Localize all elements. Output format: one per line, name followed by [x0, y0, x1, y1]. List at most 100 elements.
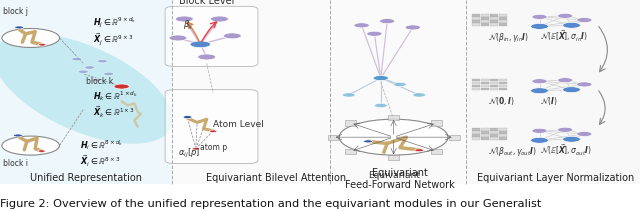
Circle shape [342, 93, 355, 97]
FancyBboxPatch shape [499, 23, 507, 26]
FancyBboxPatch shape [449, 135, 460, 140]
Circle shape [563, 136, 580, 142]
FancyBboxPatch shape [499, 131, 507, 134]
FancyBboxPatch shape [490, 79, 498, 81]
Text: $\vec{\boldsymbol{X}}_j \in \mathbb{R}^{9\times 3}$: $\vec{\boldsymbol{X}}_j \in \mathbb{R}^{… [93, 31, 133, 47]
FancyBboxPatch shape [481, 131, 489, 134]
FancyBboxPatch shape [490, 85, 498, 87]
Circle shape [209, 130, 217, 133]
Circle shape [211, 16, 228, 22]
Text: Equivariant
Feed-Forward Network: Equivariant Feed-Forward Network [345, 168, 455, 190]
Text: block j: block j [3, 7, 28, 16]
Text: $\boldsymbol{H}_k \in \mathbb{R}^{1\times d_h}$: $\boldsymbol{H}_k \in \mathbb{R}^{1\time… [93, 89, 138, 103]
Circle shape [394, 82, 406, 87]
Circle shape [198, 54, 216, 60]
FancyBboxPatch shape [490, 134, 498, 137]
FancyBboxPatch shape [165, 90, 258, 164]
Text: Equivariant Layer Normalization: Equivariant Layer Normalization [477, 173, 634, 183]
Text: $\mathcal{N}(\beta_{out}, \gamma_{out}\boldsymbol{I})$: $\mathcal{N}(\beta_{out}, \gamma_{out}\b… [488, 145, 537, 158]
FancyBboxPatch shape [472, 131, 480, 134]
FancyBboxPatch shape [472, 14, 480, 17]
Circle shape [175, 16, 193, 22]
FancyBboxPatch shape [431, 149, 442, 154]
FancyBboxPatch shape [165, 6, 258, 66]
FancyBboxPatch shape [388, 115, 399, 120]
Bar [172, 0, 330, 184]
FancyBboxPatch shape [499, 79, 507, 81]
Circle shape [114, 84, 129, 89]
Circle shape [531, 23, 548, 29]
FancyBboxPatch shape [481, 134, 489, 137]
FancyBboxPatch shape [490, 14, 498, 17]
Text: $\boldsymbol{H}_j \in \mathbb{R}^{9\times d_h}$: $\boldsymbol{H}_j \in \mathbb{R}^{9\time… [93, 15, 136, 30]
FancyBboxPatch shape [472, 85, 480, 87]
FancyBboxPatch shape [472, 88, 480, 90]
Circle shape [2, 136, 60, 155]
Circle shape [413, 93, 426, 97]
FancyBboxPatch shape [481, 128, 489, 131]
FancyBboxPatch shape [499, 137, 507, 140]
FancyBboxPatch shape [472, 82, 480, 84]
FancyBboxPatch shape [490, 88, 498, 90]
Text: $\alpha_{ij}[p]$: $\alpha_{ij}[p]$ [178, 147, 200, 160]
Circle shape [374, 103, 387, 108]
Text: Figure 2: Overview of the unified representation and the equivariant modules in : Figure 2: Overview of the unified repres… [0, 199, 541, 209]
Circle shape [380, 19, 395, 24]
FancyBboxPatch shape [481, 17, 489, 20]
Circle shape [38, 43, 46, 46]
Circle shape [84, 66, 95, 69]
Circle shape [354, 23, 369, 28]
Circle shape [190, 41, 211, 48]
Circle shape [104, 72, 114, 76]
Text: $\mathcal{N}(\boldsymbol{I})$: $\mathcal{N}(\boldsymbol{I})$ [540, 95, 557, 107]
Text: $\mathcal{N}(\mathbf{0}, \boldsymbol{I})$: $\mathcal{N}(\mathbf{0}, \boldsymbol{I})… [488, 95, 515, 107]
Circle shape [78, 70, 88, 73]
FancyBboxPatch shape [481, 88, 489, 90]
Circle shape [364, 140, 372, 143]
FancyBboxPatch shape [499, 88, 507, 90]
FancyBboxPatch shape [490, 131, 498, 134]
FancyBboxPatch shape [346, 120, 356, 126]
Bar [330, 0, 466, 184]
FancyBboxPatch shape [472, 20, 480, 23]
FancyBboxPatch shape [490, 23, 498, 26]
Circle shape [2, 28, 60, 47]
FancyBboxPatch shape [490, 17, 498, 20]
Circle shape [563, 22, 580, 28]
FancyBboxPatch shape [499, 20, 507, 23]
Circle shape [531, 137, 548, 143]
FancyBboxPatch shape [388, 155, 399, 160]
Circle shape [373, 76, 388, 81]
Text: $\mathcal{N}(\beta_{in}, \gamma_{in}\boldsymbol{I})$: $\mathcal{N}(\beta_{in}, \gamma_{in}\bol… [488, 31, 529, 44]
Text: Block Level: Block Level [179, 0, 234, 6]
Circle shape [557, 127, 573, 132]
Circle shape [15, 26, 24, 29]
FancyBboxPatch shape [499, 134, 507, 137]
Text: atom p: atom p [200, 143, 227, 152]
FancyBboxPatch shape [499, 82, 507, 84]
Circle shape [367, 31, 382, 36]
Circle shape [339, 119, 448, 155]
Text: Equivariant: Equivariant [367, 171, 420, 180]
Circle shape [532, 79, 547, 84]
Text: block k: block k [86, 77, 114, 86]
Circle shape [192, 147, 200, 150]
FancyBboxPatch shape [490, 137, 498, 140]
Circle shape [415, 149, 424, 152]
FancyBboxPatch shape [481, 85, 489, 87]
Circle shape [557, 13, 573, 18]
FancyBboxPatch shape [346, 149, 356, 154]
FancyBboxPatch shape [490, 82, 498, 84]
Text: $\boldsymbol{H}_i \in \mathbb{R}^{8\times d_h}$: $\boldsymbol{H}_i \in \mathbb{R}^{8\time… [80, 138, 123, 152]
Circle shape [169, 35, 187, 41]
FancyBboxPatch shape [472, 17, 480, 20]
Circle shape [72, 57, 82, 61]
Circle shape [532, 14, 547, 19]
Text: Unified Representation: Unified Representation [31, 173, 143, 183]
FancyBboxPatch shape [499, 128, 507, 131]
Circle shape [38, 150, 45, 152]
FancyBboxPatch shape [472, 79, 480, 81]
Text: $\vec{\boldsymbol{X}}_k \in \mathbb{R}^{1\times 3}$: $\vec{\boldsymbol{X}}_k \in \mathbb{R}^{… [93, 104, 134, 120]
Circle shape [223, 33, 241, 39]
Circle shape [577, 131, 592, 137]
